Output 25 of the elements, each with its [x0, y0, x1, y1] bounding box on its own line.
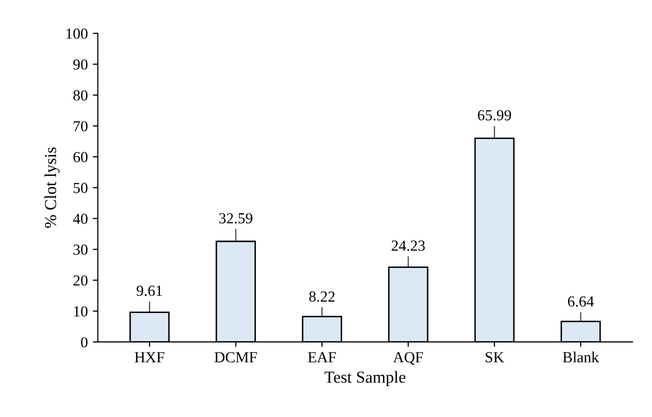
y-tick-label: 20 — [73, 275, 88, 286]
y-tick-label: 40 — [73, 214, 88, 224]
y-tick-label: 90 — [73, 59, 88, 70]
x-tick-label: DCMF — [214, 352, 257, 362]
y-tick-label: 100 — [66, 28, 88, 39]
data-label: 8.22 — [309, 291, 335, 302]
data-label: 24.23 — [392, 240, 425, 251]
y-tick-label: 0 — [81, 337, 88, 348]
y-tick-label: 60 — [73, 152, 88, 162]
y-axis-title: % Clot lysis — [44, 148, 60, 228]
x-tick-label: AQF — [393, 352, 423, 365]
y-tick-label: 10 — [74, 306, 88, 317]
x-tick-label: SK — [486, 352, 504, 362]
x-tick-label: Blank — [562, 352, 599, 362]
data-label: 65.99 — [478, 110, 512, 120]
x-axis-title: Test Sample — [324, 371, 406, 386]
data-label: 9.61 — [136, 286, 162, 296]
data-label: 32.59 — [219, 213, 252, 224]
y-tick-label: 50 — [74, 182, 88, 194]
x-tick-label: HXF — [134, 352, 164, 362]
y-tick-label: 70 — [74, 121, 88, 132]
y-tick-label: 80 — [73, 90, 88, 101]
x-tick-label: EAF — [308, 352, 336, 362]
data-label: 6.64 — [568, 296, 594, 307]
y-tick-label: 30 — [74, 244, 88, 255]
